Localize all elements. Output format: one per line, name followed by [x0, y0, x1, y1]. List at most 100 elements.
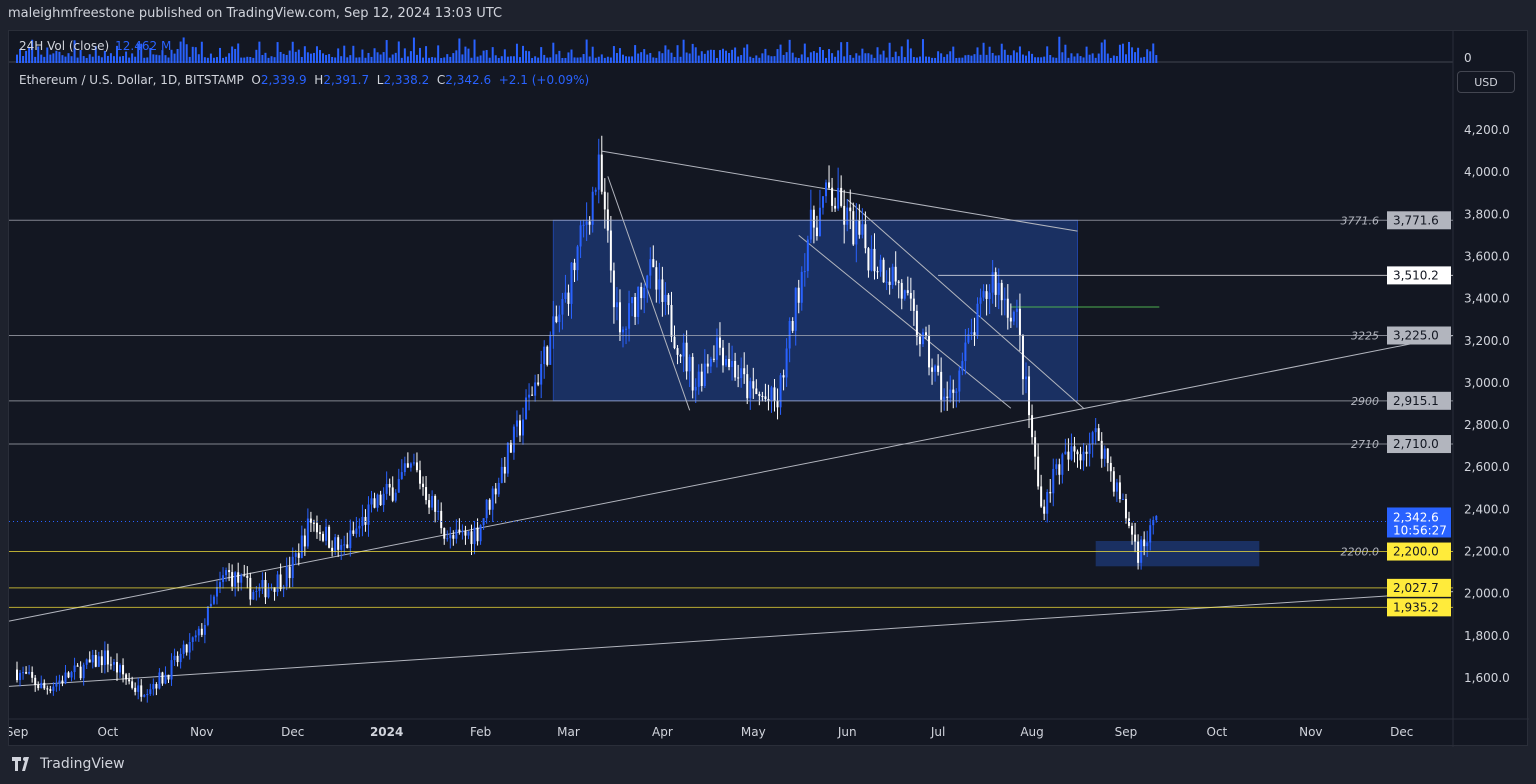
volume-bar	[509, 56, 512, 63]
volume-bar	[576, 57, 579, 63]
candle-body	[788, 320, 791, 349]
candle-body	[261, 580, 264, 588]
volume-bar	[131, 53, 134, 63]
candle-body	[119, 665, 122, 673]
volume-bar	[473, 39, 476, 63]
support-box	[1095, 541, 1260, 567]
volume-bar	[19, 48, 22, 63]
price-tag	[1387, 326, 1451, 345]
candle-body	[697, 371, 700, 387]
volume-bar	[325, 54, 328, 63]
volume-bar	[485, 50, 488, 63]
candle-body	[761, 396, 764, 398]
candle-body	[870, 248, 873, 271]
volume-bar	[43, 56, 46, 63]
candle-body	[843, 205, 846, 225]
candle-body	[600, 154, 603, 192]
volume-bar	[834, 56, 837, 63]
candle-body	[740, 368, 743, 379]
candle-body	[73, 665, 76, 673]
x-tick-label: Sep	[1115, 725, 1138, 739]
candle-body	[528, 394, 531, 398]
candle-body	[246, 575, 249, 578]
price-tag-label: 2,027.7	[1393, 581, 1439, 595]
volume-bar	[1034, 57, 1037, 63]
volume-bar	[1091, 53, 1094, 63]
symbol-name[interactable]: Ethereum / U.S. Dollar, 1D, BITSTAMP	[19, 73, 244, 87]
candle-body	[588, 221, 591, 225]
candle-body	[873, 248, 876, 272]
y-tick-label: 2,400.0	[1464, 502, 1510, 516]
candle-body	[243, 575, 246, 577]
volume-bar	[806, 57, 809, 63]
price-chart[interactable]: 4,200.0 4,000.0 3,800.0 3,600.0 3,400.0 3,200…	[9, 31, 1529, 747]
volume-bar	[815, 52, 818, 63]
currency-button[interactable]: USD	[1457, 71, 1515, 93]
candle-body	[55, 682, 58, 687]
candle-body	[240, 575, 243, 583]
candle-body	[443, 528, 446, 539]
volume-bar	[61, 55, 64, 63]
volume-bar	[82, 56, 85, 63]
candle-body	[794, 287, 797, 331]
volume-bar	[825, 57, 828, 63]
x-tick-label: Aug	[1020, 725, 1043, 739]
volume-bar	[637, 53, 640, 63]
candle-body	[46, 688, 49, 690]
volume-pane: 24H Vol (close) 12.462 M	[9, 31, 1453, 63]
price-tag-label: 2,915.1	[1393, 394, 1439, 408]
volume-bar	[1037, 57, 1040, 63]
volume-bars	[16, 36, 1158, 63]
candle-body	[1031, 415, 1034, 438]
volume-bar	[328, 54, 331, 63]
candle-body	[840, 187, 843, 206]
volume-bar	[1106, 53, 1109, 63]
volume-bar	[49, 54, 52, 63]
y-tick-label: 3,400.0	[1464, 292, 1510, 306]
volume-bar	[622, 54, 624, 63]
volume-bar	[958, 57, 961, 63]
volume-bar	[712, 49, 715, 63]
candle-body	[358, 525, 361, 529]
tradingview-logo[interactable]: TradingView	[12, 756, 125, 772]
candle-body	[864, 224, 867, 249]
volume-bar	[352, 45, 355, 63]
price-tag-label: 2,710.0	[1393, 437, 1439, 451]
volume-bar	[658, 51, 661, 63]
volume-bar	[743, 47, 746, 63]
y-tick-label: 3,000.0	[1464, 376, 1510, 390]
volume-bar	[455, 50, 458, 63]
volume-bar	[73, 40, 76, 63]
volume-bar	[931, 57, 934, 63]
volume-bar	[579, 57, 582, 63]
trend-line	[607, 176, 691, 411]
volume-bar	[358, 57, 361, 63]
candle-body	[640, 286, 643, 299]
volume-bar	[967, 54, 970, 63]
candle-body	[1085, 451, 1088, 454]
candle-body	[958, 370, 961, 392]
candle-body	[409, 463, 412, 468]
candle-body	[315, 523, 318, 533]
trend-line	[601, 150, 1078, 232]
candle-body	[467, 531, 470, 536]
candle-body	[737, 377, 740, 379]
volume-bar	[618, 48, 621, 63]
candle-body	[1146, 542, 1149, 547]
price-tag	[1387, 435, 1451, 454]
candle-body	[115, 662, 118, 673]
volume-bar	[209, 53, 212, 63]
candle-body	[673, 336, 676, 349]
volume-bar	[134, 56, 137, 63]
volume-bar	[988, 46, 991, 63]
volume-bar	[494, 55, 497, 63]
candle-body	[573, 262, 576, 271]
volume-bar	[594, 57, 597, 63]
volume-bar	[625, 56, 628, 63]
volume-bar	[788, 39, 791, 63]
volume-bar	[1049, 54, 1052, 63]
candle-body	[658, 279, 661, 290]
candle-body	[594, 189, 597, 192]
candle-body	[434, 495, 437, 512]
volume-bar	[528, 51, 531, 63]
